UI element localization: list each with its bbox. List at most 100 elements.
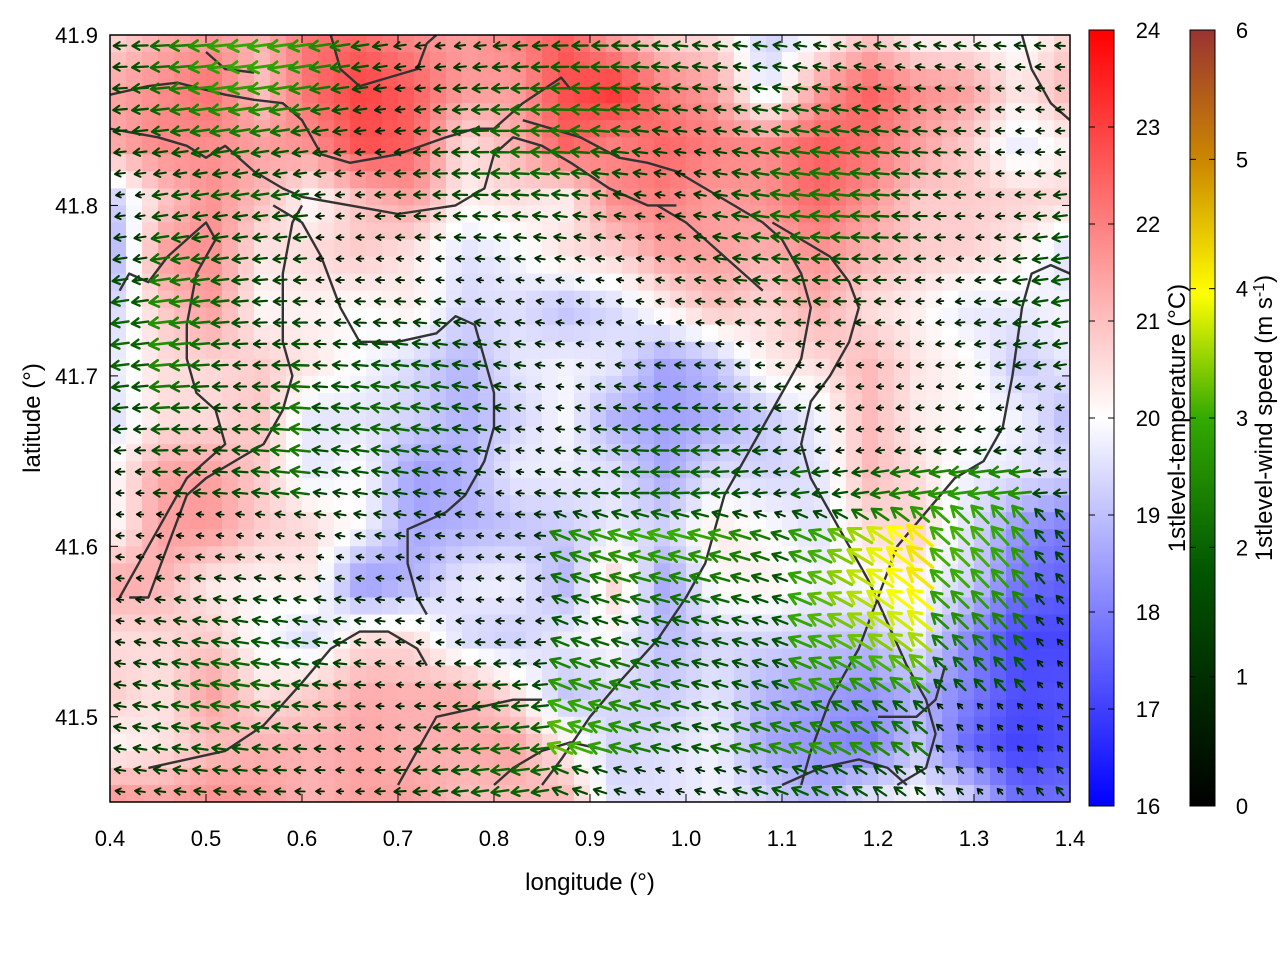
heatmap-cell [670, 222, 687, 241]
heatmap-cell [670, 631, 687, 650]
heatmap-cell [158, 648, 175, 667]
heatmap-cell [478, 273, 495, 292]
wind-arrow [514, 339, 526, 349]
wind-arrow [495, 489, 505, 497]
wind-arrow [631, 40, 649, 51]
heatmap-cell [766, 682, 783, 701]
heatmap-cell [718, 358, 735, 377]
wind-arrow [932, 147, 948, 157]
wind-arrow [732, 786, 748, 796]
wind-arrow [548, 677, 572, 691]
wind-arrow [949, 525, 971, 546]
wind-arrow [975, 233, 985, 241]
heatmap-cell [846, 171, 863, 189]
heatmap-cell [190, 154, 207, 172]
heatmap-cell [958, 120, 975, 138]
wind-arrow [630, 466, 650, 478]
wind-arrow [493, 339, 507, 349]
wind-arrow [811, 466, 829, 478]
heatmap-cell [110, 154, 127, 172]
heatmap-cell [526, 171, 543, 189]
heatmap-cell [686, 512, 703, 530]
wind-arrow [751, 253, 769, 264]
wind-arrow [272, 317, 288, 328]
wind-arrow [431, 147, 449, 158]
wind-arrow [913, 254, 927, 263]
wind-arrow [511, 700, 529, 712]
wind-arrow [692, 104, 708, 115]
wind-arrow [1034, 529, 1046, 543]
wind-arrow [313, 744, 327, 753]
heatmap-cell [670, 512, 687, 530]
wind-arrow [592, 445, 608, 456]
heatmap-cell [558, 69, 575, 87]
wind-arrow [690, 508, 710, 520]
wind-arrow [631, 615, 649, 626]
heatmap-cell [590, 580, 607, 599]
wind-arrow [608, 699, 632, 712]
heatmap-cell [158, 461, 175, 479]
wind-arrow [575, 362, 585, 369]
heatmap-cell [302, 171, 319, 189]
heatmap-cell [158, 324, 175, 343]
wind-arrow [1053, 169, 1067, 178]
wind-arrow [230, 678, 250, 691]
wind-arrow [849, 146, 871, 158]
heatmap-cell [606, 290, 623, 309]
heatmap-cell [158, 733, 175, 752]
heatmap-cell [318, 222, 335, 241]
heatmap-cell [222, 495, 239, 513]
wind-arrow [855, 361, 865, 369]
wind-arrow [192, 616, 208, 626]
wind-arrow [853, 62, 867, 72]
heatmap-cell [158, 665, 175, 684]
wind-arrow [1016, 702, 1024, 710]
wind-arrow [294, 574, 306, 583]
heatmap-cell [670, 69, 687, 87]
heatmap-cell [750, 631, 767, 650]
wind-arrow [872, 253, 888, 264]
heatmap-cell [318, 597, 335, 616]
wind-arrow [906, 587, 934, 612]
wind-arrow [473, 659, 487, 668]
heatmap-cell [398, 35, 415, 53]
wind-arrow [1012, 317, 1028, 328]
wind-arrow [935, 723, 945, 732]
x-tick-label: 0.7 [383, 826, 414, 851]
wind-arrow [355, 745, 365, 753]
wind-arrow [994, 425, 1006, 433]
wind-arrow [272, 275, 288, 285]
heatmap-cell [830, 154, 847, 172]
wind-arrow [631, 423, 649, 435]
wind-arrow [514, 254, 526, 263]
wind-arrow [1034, 148, 1046, 156]
heatmap-cell [318, 205, 335, 224]
wind-arrow [886, 524, 914, 547]
wind-arrow [610, 146, 630, 158]
wind-arrow [374, 169, 386, 178]
heatmap-cell [574, 784, 591, 802]
wind-arrow [569, 146, 591, 158]
wind-arrow [412, 786, 428, 797]
wind-arrow [629, 678, 651, 691]
heatmap-cell [382, 495, 399, 513]
wind-arrow [375, 574, 385, 582]
wind-arrow [231, 615, 249, 626]
heatmap-cell [654, 392, 671, 411]
wind-arrow [615, 255, 625, 263]
wind-arrow [569, 572, 591, 584]
wind-arrow [374, 531, 386, 540]
wind-arrow [272, 339, 288, 349]
heatmap-cell [654, 750, 671, 769]
wind-arrow [914, 786, 926, 797]
wind-arrow [650, 615, 670, 626]
wind-arrow [112, 41, 128, 51]
heatmap-cell [718, 273, 735, 292]
wind-arrow [151, 147, 169, 158]
heatmap-cell [654, 324, 671, 343]
wind-arrow [773, 403, 787, 413]
wind-arrow [374, 617, 386, 625]
wind-arrow [713, 105, 727, 114]
heatmap-cell [1006, 682, 1023, 701]
heatmap-cell [1022, 631, 1039, 650]
